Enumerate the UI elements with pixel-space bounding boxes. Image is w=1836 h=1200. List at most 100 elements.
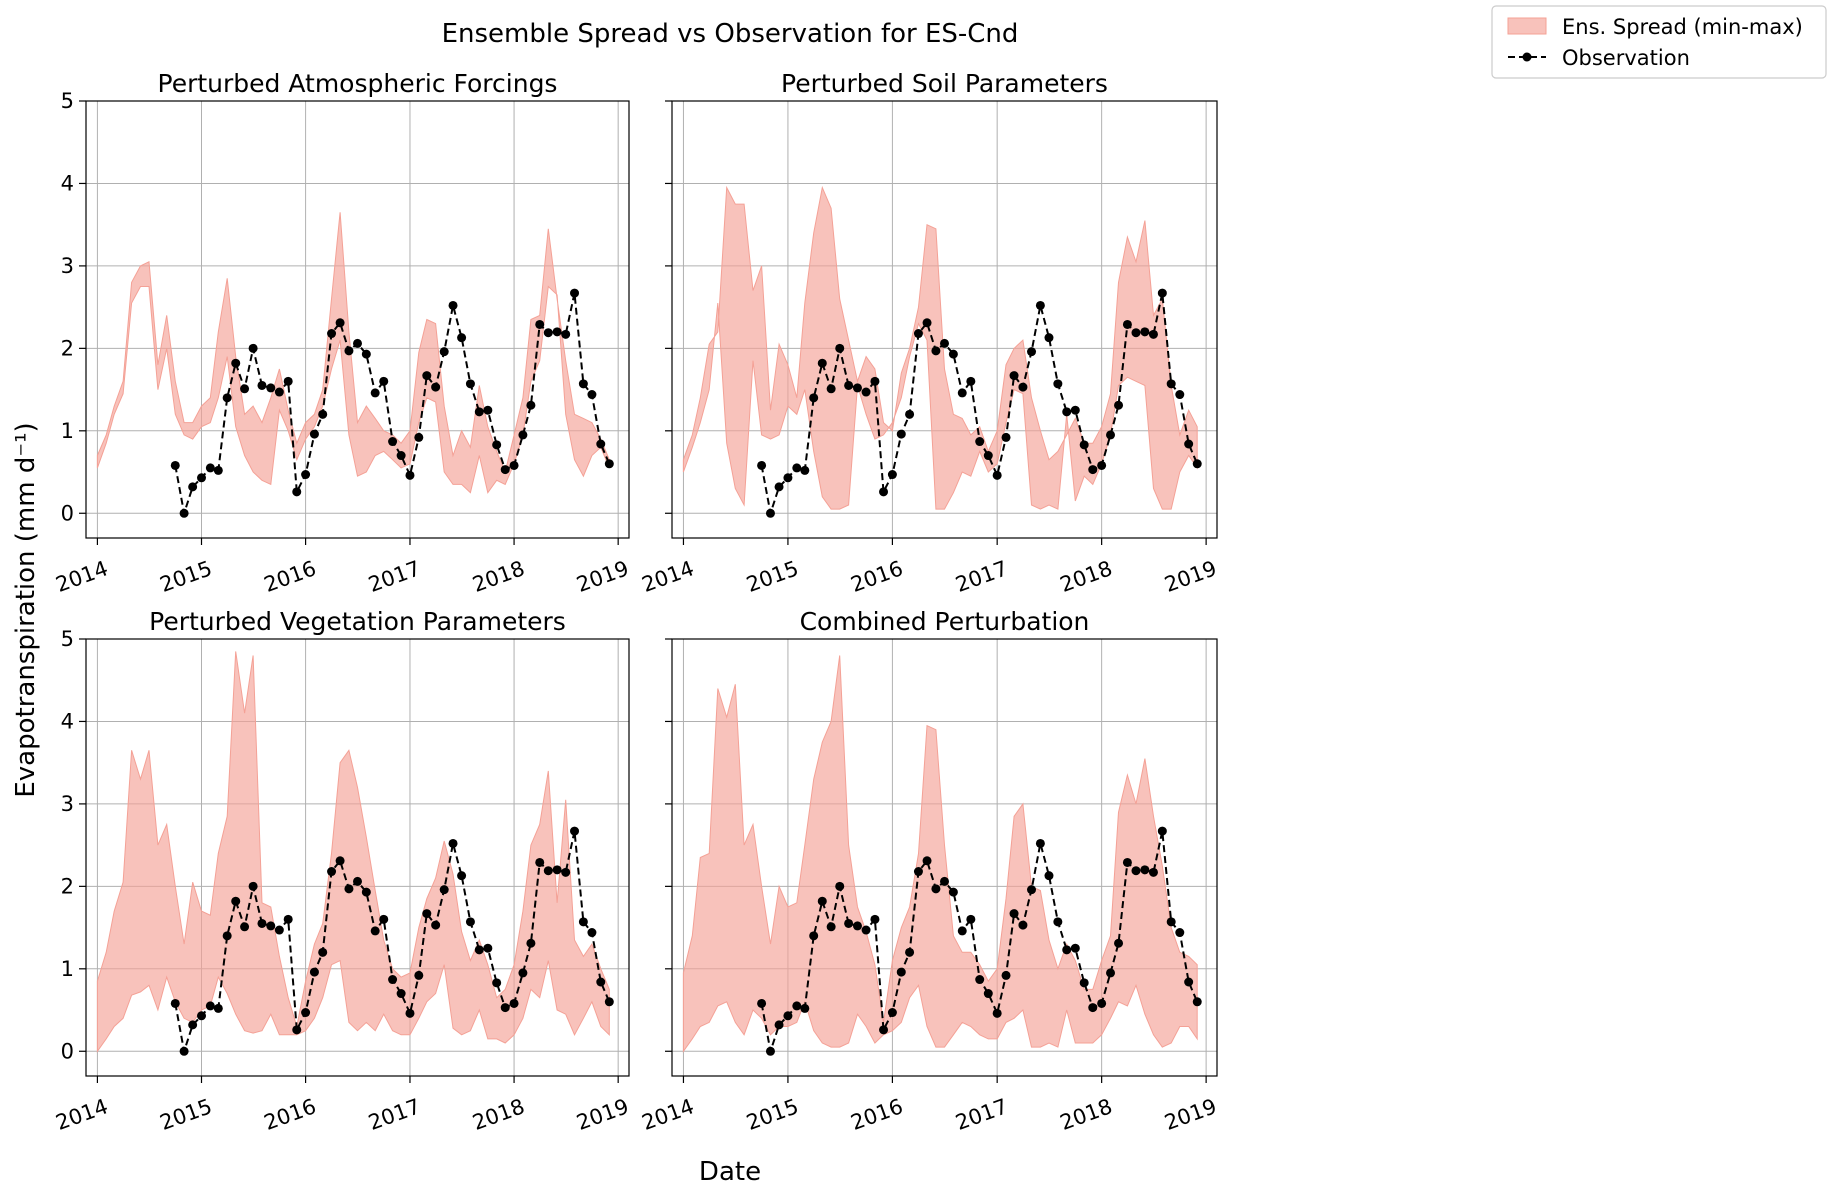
observation-point — [1166, 917, 1176, 927]
observation-point — [905, 409, 915, 419]
observation-point — [578, 917, 588, 927]
observation-point — [405, 1008, 415, 1018]
observation-point — [800, 465, 810, 475]
observation-point — [1079, 978, 1089, 988]
observation-point — [205, 463, 215, 473]
observation-point — [835, 343, 845, 353]
observation-point — [1070, 943, 1080, 953]
observation-point — [1175, 390, 1185, 400]
observation-point — [852, 921, 862, 931]
observation-point — [975, 437, 985, 447]
observation-point — [792, 1001, 802, 1011]
observation-point — [327, 867, 337, 877]
x-tick-label: 2019 — [1161, 1094, 1219, 1135]
observation-point — [578, 379, 588, 389]
y-tick-label: 0 — [61, 501, 74, 525]
observation-point — [318, 409, 328, 419]
y-tick-label: 5 — [61, 89, 74, 113]
panel-4: 2014 2015 2016 2017 2018 2019 Combined Perturb… — [639, 607, 1220, 1135]
ensemble-spread-band — [682, 185, 1198, 510]
observation-point — [896, 429, 906, 439]
observation-point — [1097, 998, 1107, 1008]
observation-point — [483, 405, 493, 415]
observation-point — [1131, 866, 1141, 876]
axes-frame — [671, 638, 1218, 1077]
observation-point — [570, 288, 580, 298]
observation-point — [948, 887, 958, 897]
observation-point — [335, 856, 345, 866]
y-tick-label: 4 — [61, 171, 74, 195]
observation-point — [1062, 945, 1072, 955]
observation-point — [604, 997, 614, 1007]
y-tick-label: 1 — [61, 419, 74, 443]
observation-point — [465, 379, 475, 389]
observation-point — [887, 1008, 897, 1018]
observation-point — [509, 460, 519, 470]
x-tick-label: 2017 — [365, 556, 423, 597]
legend-band-label: Ens. Spread (min-max) — [1562, 15, 1803, 39]
observation-point — [353, 338, 362, 348]
y-tick-label: 5 — [61, 627, 74, 651]
observation-point — [353, 876, 362, 886]
x-tick-label: 2018 — [469, 556, 527, 597]
panel-title: Perturbed Atmospheric Forcings — [158, 69, 558, 98]
observation-point — [1157, 288, 1167, 298]
observation-point — [405, 470, 415, 480]
observation-point — [774, 1020, 784, 1030]
observation-point — [309, 967, 319, 977]
x-tick-label: 2016 — [261, 556, 319, 597]
observation-point — [1027, 347, 1037, 357]
y-tick-label: 2 — [61, 874, 74, 898]
ensemble-spread-band — [96, 212, 610, 494]
observation-point — [957, 926, 967, 936]
observation-point — [327, 329, 337, 339]
observation-point — [817, 896, 827, 906]
observation-point — [931, 346, 941, 356]
observation-point — [870, 376, 880, 386]
observation-point — [1027, 885, 1037, 895]
observation-point — [783, 473, 793, 483]
axes-frame — [85, 100, 630, 539]
observation-point — [509, 998, 519, 1008]
observation-point — [1148, 867, 1158, 877]
observation-point — [422, 909, 432, 919]
observation-point — [361, 887, 371, 897]
observation-point — [431, 382, 441, 392]
x-tick-label: 2019 — [1161, 556, 1219, 597]
observation-point — [1175, 928, 1185, 938]
observation-point — [587, 928, 597, 938]
observation-point — [1079, 440, 1089, 450]
observation-point — [940, 876, 949, 886]
observation-point — [257, 918, 267, 928]
observation-point — [361, 349, 371, 359]
x-tick-label: 2016 — [261, 1094, 319, 1135]
observation-point — [1009, 371, 1019, 381]
observation-point — [422, 371, 432, 381]
observation-point — [292, 487, 302, 497]
observation-point — [1148, 329, 1158, 339]
observation-point — [448, 300, 458, 310]
observation-point — [931, 884, 941, 894]
x-tick-label: 2019 — [573, 556, 631, 597]
observation-point — [1001, 432, 1011, 442]
observation-point — [483, 943, 493, 953]
observation-point — [240, 922, 250, 932]
observation-point — [396, 451, 406, 461]
observation-point — [526, 938, 536, 948]
observation-point — [800, 1003, 810, 1013]
observation-point — [1044, 333, 1054, 343]
observation-point — [474, 407, 484, 417]
legend-frame — [1491, 5, 1827, 79]
observation-point — [465, 917, 475, 927]
y-tick-label: 2 — [61, 336, 74, 360]
observation-point — [388, 975, 398, 985]
observation-point — [817, 358, 827, 368]
observation-point — [792, 463, 802, 473]
observation-point — [844, 918, 854, 928]
observation-point — [1140, 865, 1150, 875]
observation-point — [248, 343, 258, 353]
observation-point — [992, 1008, 1002, 1018]
observation-point — [561, 329, 571, 339]
x-tick-label: 2017 — [952, 1094, 1010, 1135]
